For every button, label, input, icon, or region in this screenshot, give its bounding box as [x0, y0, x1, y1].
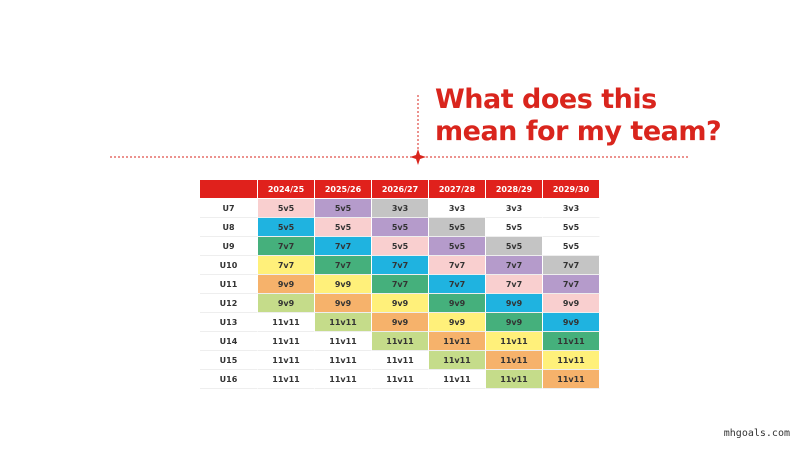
cell: 7v7 — [258, 256, 315, 275]
watermark: mhgoals.com — [723, 428, 790, 439]
row-label: U8 — [200, 218, 258, 237]
cell: 9v9 — [315, 275, 372, 294]
cell: 7v7 — [315, 237, 372, 256]
cell: 11v11 — [429, 370, 486, 389]
cell: 11v11 — [486, 332, 543, 351]
cell: 11v11 — [543, 332, 600, 351]
cell: 11v11 — [486, 370, 543, 389]
cell: 7v7 — [429, 275, 486, 294]
cell: 5v5 — [315, 218, 372, 237]
cell: 11v11 — [258, 332, 315, 351]
cell: 9v9 — [486, 313, 543, 332]
cell: 5v5 — [429, 218, 486, 237]
title: What does this — [435, 84, 657, 115]
cell: 9v9 — [258, 294, 315, 313]
cell: 9v9 — [543, 313, 600, 332]
cell: 9v9 — [372, 294, 429, 313]
cell: 5v5 — [486, 237, 543, 256]
cell: 5v5 — [372, 237, 429, 256]
row-label: U10 — [200, 256, 258, 275]
cell: 7v7 — [486, 275, 543, 294]
cell: 11v11 — [429, 351, 486, 370]
column-header: 2029/30 — [543, 180, 600, 199]
cell: 7v7 — [543, 256, 600, 275]
cell: 7v7 — [258, 237, 315, 256]
cell: 11v11 — [258, 313, 315, 332]
cell: 5v5 — [258, 218, 315, 237]
column-header: 2024/25 — [258, 180, 315, 199]
cell: 11v11 — [315, 332, 372, 351]
cell: 11v11 — [372, 351, 429, 370]
cell: 5v5 — [429, 237, 486, 256]
cell: 7v7 — [429, 256, 486, 275]
cell: 11v11 — [372, 332, 429, 351]
cell: 11v11 — [543, 370, 600, 389]
cell: 9v9 — [258, 275, 315, 294]
cell: 7v7 — [315, 256, 372, 275]
row-label: U7 — [200, 199, 258, 218]
star — [410, 149, 426, 165]
cell: 7v7 — [543, 275, 600, 294]
cell: 7v7 — [486, 256, 543, 275]
cell: 7v7 — [372, 275, 429, 294]
cell: 11v11 — [258, 370, 315, 389]
cell: 11v11 — [372, 370, 429, 389]
cell: 11v11 — [315, 370, 372, 389]
cell: 5v5 — [315, 199, 372, 218]
cell: 9v9 — [315, 294, 372, 313]
cell: 5v5 — [372, 218, 429, 237]
title: mean for my team? — [435, 116, 722, 147]
cell: 9v9 — [486, 294, 543, 313]
cell: 11v11 — [315, 351, 372, 370]
row-label: U12 — [200, 294, 258, 313]
column-header: 2026/27 — [372, 180, 429, 199]
cell: 3v3 — [372, 199, 429, 218]
cell: 5v5 — [543, 237, 600, 256]
cell: 3v3 — [429, 199, 486, 218]
row-label: U14 — [200, 332, 258, 351]
header-cell — [200, 180, 258, 199]
cell: 7v7 — [372, 256, 429, 275]
row-label: U9 — [200, 237, 258, 256]
cell: 11v11 — [315, 313, 372, 332]
cell: 9v9 — [429, 313, 486, 332]
cell: 5v5 — [543, 218, 600, 237]
cell: 9v9 — [429, 294, 486, 313]
cell: 9v9 — [372, 313, 429, 332]
row-label: U16 — [200, 370, 258, 389]
cell: 3v3 — [543, 199, 600, 218]
column-header: 2028/29 — [486, 180, 543, 199]
cell: 5v5 — [258, 199, 315, 218]
cell: 11v11 — [429, 332, 486, 351]
row-label: U11 — [200, 275, 258, 294]
column-header: 2025/26 — [315, 180, 372, 199]
column-header: 2027/28 — [429, 180, 486, 199]
cell: 11v11 — [258, 351, 315, 370]
cell: 11v11 — [486, 351, 543, 370]
row-label: U13 — [200, 313, 258, 332]
cell: 9v9 — [543, 294, 600, 313]
cell: 5v5 — [486, 218, 543, 237]
cell: 3v3 — [486, 199, 543, 218]
cell: 11v11 — [543, 351, 600, 370]
row-label: U15 — [200, 351, 258, 370]
